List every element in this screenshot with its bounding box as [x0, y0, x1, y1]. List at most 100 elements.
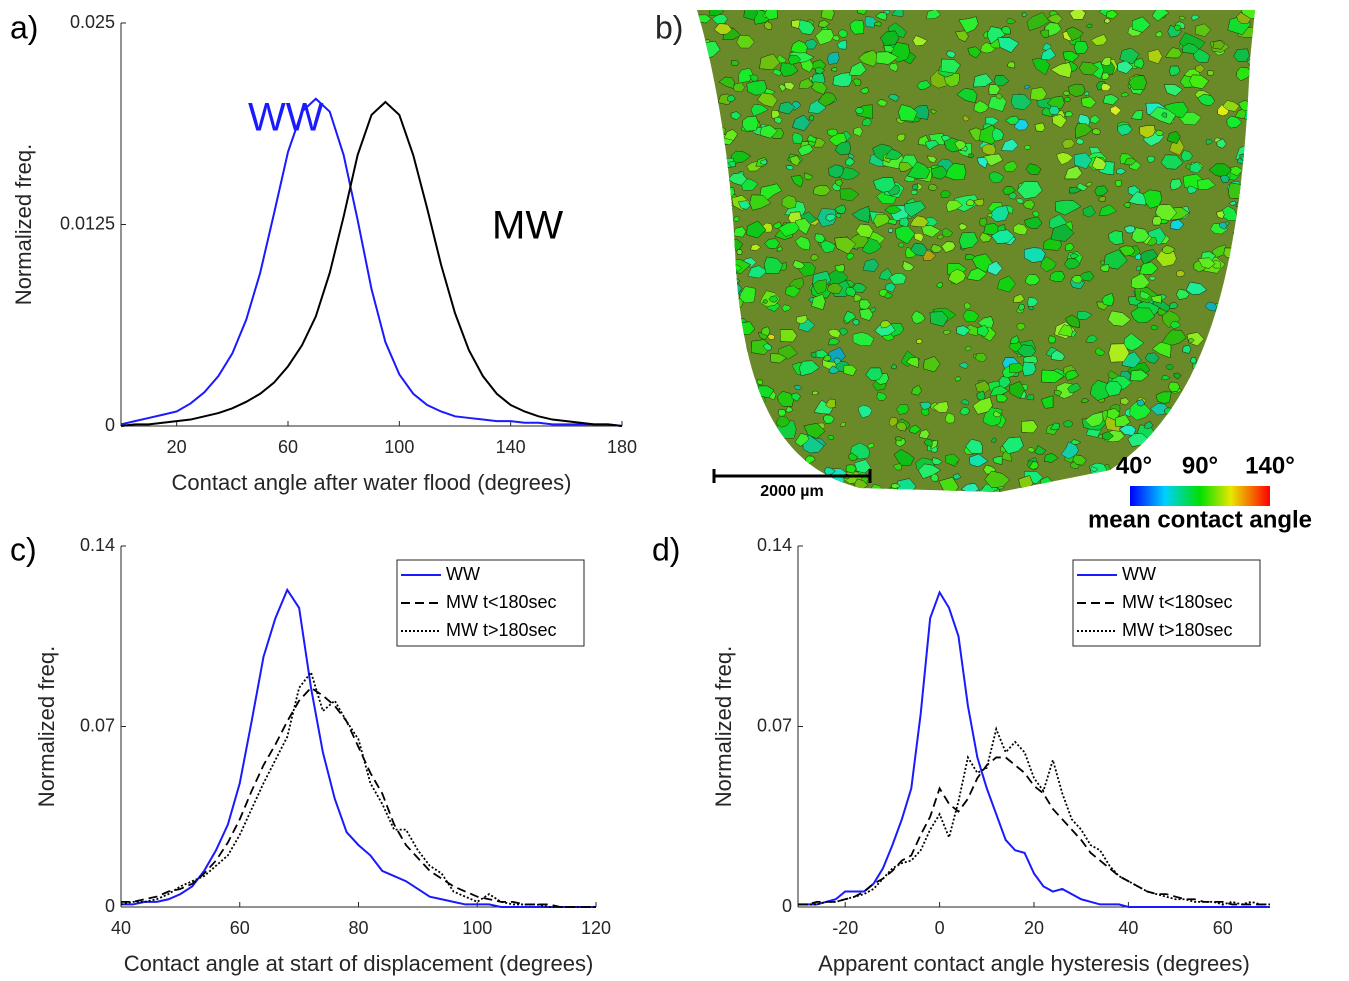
grain — [717, 422, 730, 432]
grain — [1189, 376, 1197, 382]
grain — [1181, 149, 1193, 162]
y-axis-label: Normalized freq. — [711, 646, 736, 807]
grain — [1085, 334, 1098, 343]
grain — [1227, 404, 1240, 414]
x-tick-label: 60 — [1213, 918, 1233, 938]
grain — [1034, 122, 1046, 132]
grain — [719, 447, 741, 465]
grain — [752, 423, 760, 428]
grain — [1232, 229, 1253, 244]
panel-label: a) — [10, 9, 38, 45]
y-tick-label: 0.07 — [757, 715, 792, 735]
grain — [1243, 260, 1249, 267]
grain — [1110, 105, 1122, 116]
grain — [715, 190, 724, 200]
grain — [711, 14, 728, 25]
grain — [1150, 324, 1159, 331]
grain — [697, 337, 711, 350]
grain — [1163, 470, 1172, 479]
grain — [697, 387, 705, 396]
grain — [958, 362, 969, 370]
grain — [720, 264, 734, 279]
grain — [1237, 291, 1248, 300]
panel-label: d) — [652, 531, 680, 567]
grain — [794, 385, 803, 391]
legend-label: MW t>180sec — [1122, 620, 1233, 640]
y-tick-label: 0.0125 — [60, 213, 115, 233]
grain — [1245, 262, 1255, 278]
grain — [827, 435, 834, 440]
x-tick-label: 60 — [230, 918, 250, 938]
grain — [1183, 410, 1191, 418]
legend-label: MW t>180sec — [446, 620, 557, 640]
grain — [758, 448, 773, 459]
grain — [733, 344, 748, 357]
grain — [722, 203, 734, 211]
grain — [1250, 216, 1255, 226]
grain — [697, 476, 703, 487]
grain — [1242, 218, 1253, 226]
x-tick-label: 120 — [581, 918, 611, 938]
grain — [778, 453, 797, 467]
grain — [964, 346, 972, 352]
grain — [776, 415, 791, 428]
grain — [735, 480, 753, 492]
colorbar-label: mean contact angle — [1088, 506, 1312, 533]
grain — [702, 348, 710, 354]
grain — [1242, 218, 1253, 226]
grain — [736, 249, 743, 255]
grain — [715, 289, 729, 300]
grain — [758, 448, 773, 459]
grain — [1165, 363, 1174, 371]
grain — [1027, 447, 1036, 453]
colorbar-tick: 90° — [1182, 452, 1218, 479]
grain — [1150, 403, 1169, 416]
grain — [1110, 484, 1130, 492]
grain — [1023, 144, 1031, 150]
annotation: WW — [248, 96, 324, 140]
grain — [1186, 386, 1201, 396]
grain — [1010, 94, 1032, 111]
grain — [1000, 138, 1019, 152]
grain — [717, 235, 729, 244]
x-axis-label: Contact angle after water flood (degrees… — [172, 470, 572, 495]
grain — [1203, 352, 1219, 369]
grain — [734, 434, 756, 449]
grain — [705, 264, 720, 279]
grain — [697, 335, 705, 346]
x-axis-label: Apparent contact angle hysteresis (degre… — [818, 951, 1250, 976]
grain — [1169, 138, 1185, 156]
grain — [839, 188, 860, 202]
grain — [857, 404, 873, 419]
grain — [706, 213, 723, 227]
grain — [960, 399, 970, 406]
grain — [1027, 297, 1039, 308]
x-tick-label: 20 — [167, 437, 187, 457]
grain — [703, 292, 723, 310]
grain — [808, 469, 815, 475]
grain — [962, 309, 980, 323]
grain — [717, 190, 724, 196]
grain — [706, 392, 722, 407]
grain — [774, 116, 783, 125]
grain — [891, 10, 904, 17]
grain — [1250, 391, 1255, 407]
panel-label: b) — [655, 9, 683, 45]
grain — [1195, 362, 1213, 378]
grain — [1236, 214, 1255, 230]
grain — [1095, 347, 1106, 356]
grain — [1026, 394, 1035, 401]
grain — [718, 203, 727, 210]
grain — [720, 343, 729, 351]
grain — [777, 409, 787, 417]
grain — [739, 367, 747, 375]
grain — [1222, 100, 1240, 112]
grain — [1228, 284, 1237, 292]
grain — [1063, 420, 1073, 428]
grain — [731, 471, 752, 488]
grain — [1056, 152, 1074, 166]
grain — [703, 292, 723, 310]
grain — [1085, 181, 1093, 187]
grain — [1197, 178, 1216, 190]
